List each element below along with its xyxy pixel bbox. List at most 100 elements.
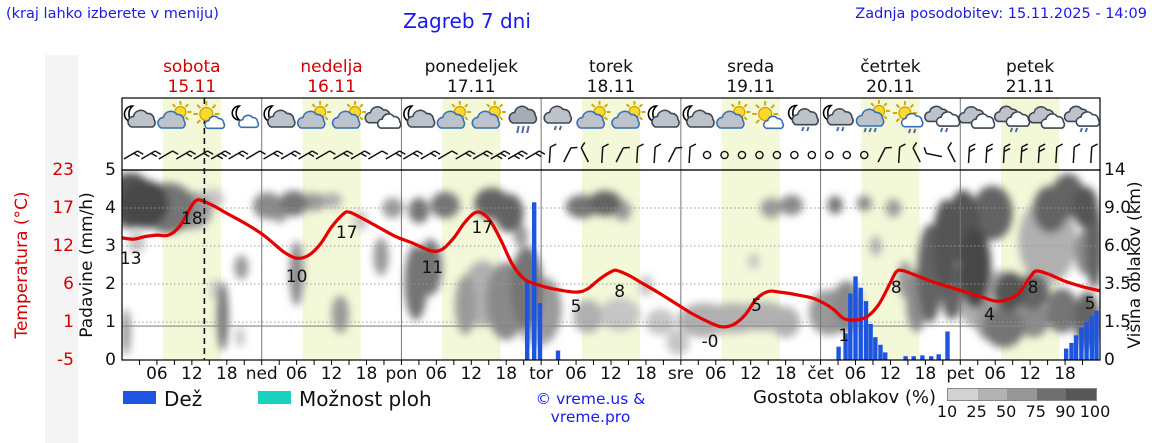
wind-barb-icon [548,143,557,164]
cloud-shape [826,108,854,126]
precip-bar [525,282,530,360]
wind-barb-icon [1037,143,1046,164]
wind-barb-icon [1055,143,1064,164]
sun-ray [464,116,469,121]
wind-barb-icon [507,150,528,160]
cloud-density-swatch [1036,389,1067,400]
wind-barb-icon [175,150,197,160]
cloud-blob [1016,302,1050,338]
clouds-drizzle-icon [1063,105,1101,133]
precip-mark [873,127,877,133]
wind-barb-icon [280,150,301,160]
precip-bar [1073,335,1079,360]
cloud-blob [747,253,760,269]
cloud-shape [576,110,606,129]
precip-mark [863,127,867,133]
hour-label: 12 [181,364,203,384]
sun-ray [883,115,888,120]
cloud-blob [235,327,245,348]
precip-bar [920,355,925,360]
temperature-label: 18 [181,209,203,229]
moon-cloud-icon [682,105,715,128]
wind-barb-icon [947,142,956,163]
cloud-shape [406,109,436,128]
sun-ray [743,116,748,121]
precip-bar [863,301,869,360]
hour-label: 12 [600,364,622,384]
clouds-icon [1028,106,1066,129]
day-abbr-label: čet [807,364,834,384]
sun-ray [603,103,609,108]
precip-bar [945,331,950,360]
calm-wind-icon [825,150,834,160]
sun-cloud-icon [296,101,332,129]
cloud-blob [252,192,283,220]
temperature-label: 11 [421,258,443,278]
sun-cloud-icon [331,101,367,129]
sun-ray [324,116,329,121]
moon-small-cloud-icon [231,105,260,129]
cloud-blob [588,190,622,217]
wind-barb-icon [877,146,892,163]
sun-ray [184,103,189,108]
temperature-label: 17 [471,218,493,238]
hour-label: 06 [704,364,727,384]
moon-cloud-icon [647,105,680,128]
day-date: 21.11 [1005,77,1055,97]
sun-ray [895,117,901,123]
wind-barb-icon [601,143,609,164]
wind-barb-icon [525,150,546,160]
sun-ray [184,116,189,121]
cloud-height-tick: 14 [1104,160,1126,180]
left-margin-strip [45,55,78,443]
cloud-height-tick: 0 [1104,350,1115,370]
wind-barb-icon [298,150,319,160]
precip-bar [843,333,848,360]
precip-bar [929,356,934,360]
precip-bar [555,350,561,360]
cloud-shape [436,110,466,129]
sun-ray [359,103,364,108]
wind-barb-icon [402,150,424,160]
day-date: 18.11 [586,77,636,97]
cloud-blob [408,197,430,224]
cloud-blob [666,329,690,355]
temp-tick: 12 [52,236,74,256]
day-date: 20.11 [866,77,915,97]
cloud-shape [508,105,538,124]
sun-cloud-drizzle-icon [892,101,924,134]
wind-barb-icon [193,150,214,160]
sun-ray [743,103,748,108]
hour-label: 12 [320,364,343,384]
temp-tick: 17 [52,198,74,218]
hour-label: 18 [774,364,797,384]
cloud-blob [302,192,326,211]
hour-label: 18 [215,364,238,384]
sun-ray [755,104,760,109]
temp-tick: 23 [52,160,74,180]
precip-mark [907,128,912,134]
cloud-blob [382,197,404,219]
wind-barb-icon [653,143,662,164]
wind-barb-icon [1090,143,1098,164]
cloud-shape [900,112,924,128]
cloud-density-swatch [948,389,978,400]
precip-mark [841,126,845,132]
precip-mark [868,127,872,133]
calm-wind-icon [755,150,764,160]
calm-wind-icon [807,150,817,160]
sun-ray [196,119,202,124]
calm-wind-icon [790,150,799,160]
sun-ray [883,102,888,107]
sun-ray [359,116,364,121]
precip-bar [858,287,863,360]
temperature-label: 10 [286,267,308,287]
sun-ray [311,103,316,108]
precip-tick: 0 [105,350,116,370]
wind-barb-icon [985,143,994,164]
wind-barb-icon [228,150,249,160]
wind-barb-icon [385,150,406,160]
wind-barb-icon [437,150,458,160]
